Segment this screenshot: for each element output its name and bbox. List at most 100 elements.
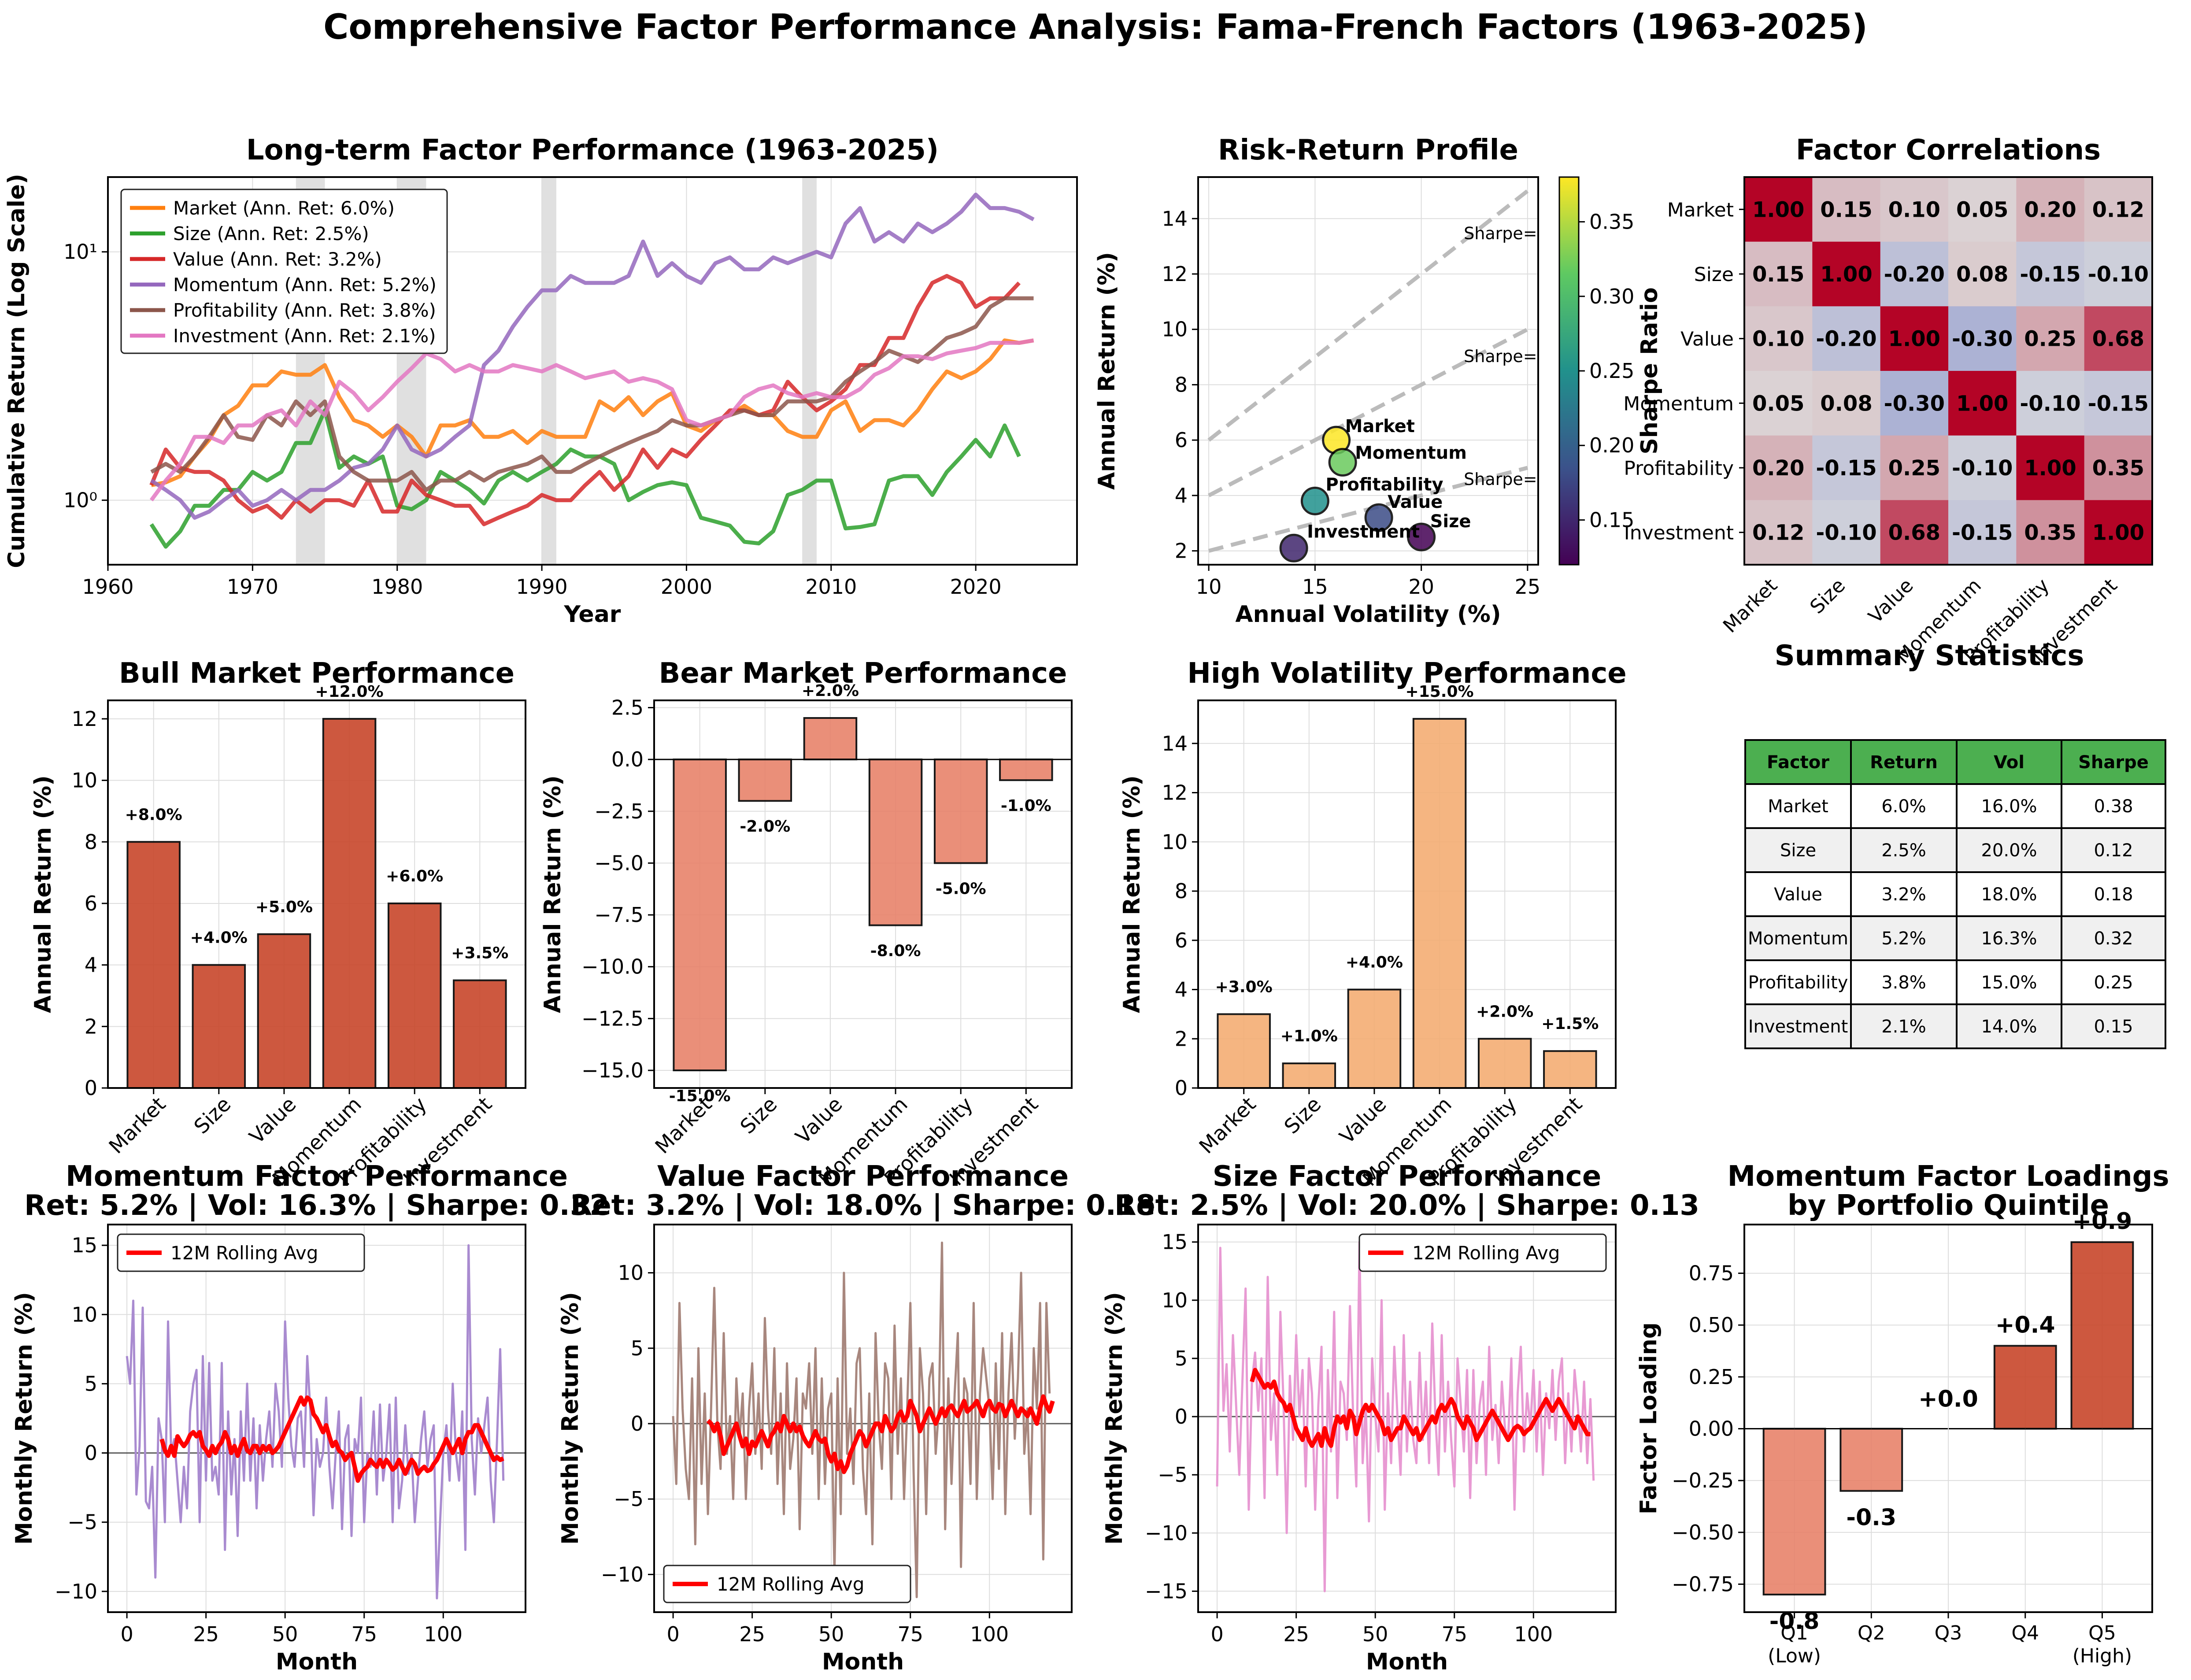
heatmap-value: 0.25 bbox=[1888, 456, 1940, 481]
y-tick-label: −0.75 bbox=[1672, 1572, 1734, 1596]
bar-value-label: +4.0% bbox=[1346, 954, 1403, 972]
y-tick-label: −10 bbox=[55, 1580, 97, 1603]
y-tick-label: 14 bbox=[1162, 207, 1188, 230]
scatter-point bbox=[1302, 488, 1328, 514]
chart-title: Bear Market Performance bbox=[659, 657, 1067, 690]
y-tick-label: 2 bbox=[1175, 1027, 1188, 1051]
bar-value-label: +1.5% bbox=[1541, 1015, 1599, 1033]
heatmap-value: 1.00 bbox=[1888, 327, 1940, 352]
bar-value-label: +3.5% bbox=[451, 944, 508, 962]
x-tick-label: 20 bbox=[1408, 575, 1434, 599]
point-label: Momentum bbox=[1355, 443, 1467, 463]
recession-band bbox=[802, 177, 817, 565]
y-tick-label: −10.0 bbox=[581, 955, 644, 979]
legend-entry: Investment (Ann. Ret: 2.1%) bbox=[173, 325, 436, 347]
y-tick-label: 4 bbox=[1175, 978, 1188, 1002]
colorbar-tick-label: 0.25 bbox=[1589, 359, 1634, 383]
chart-title: Size Factor Performance bbox=[1213, 1160, 1602, 1193]
legend-entry: Profitability (Ann. Ret: 3.8%) bbox=[173, 300, 436, 321]
bar-value-label: -0.3 bbox=[1846, 1505, 1896, 1531]
chart-title: Long-term Factor Performance (1963-2025) bbox=[246, 134, 939, 167]
table-cell-text: 2.5% bbox=[1881, 840, 1926, 861]
x-tick-label: 2010 bbox=[805, 575, 857, 599]
y-tick-label: 0.00 bbox=[1689, 1417, 1734, 1441]
table-cell-text: 0.25 bbox=[2094, 973, 2133, 993]
chart-title: Summary Statistics bbox=[1775, 640, 2084, 672]
table-cell-text: 14.0% bbox=[1981, 1017, 2037, 1037]
point-label: Value bbox=[1388, 492, 1443, 512]
bar bbox=[1000, 759, 1052, 780]
bar bbox=[804, 718, 857, 759]
row-label: Investment bbox=[1624, 522, 1734, 544]
point-label: Market bbox=[1345, 416, 1415, 437]
x-tick-label: 100 bbox=[970, 1622, 1009, 1646]
legend-entry: 12M Rolling Avg bbox=[717, 1573, 864, 1595]
heatmap-value: -0.15 bbox=[1952, 521, 2013, 545]
y-tick-label: 0.50 bbox=[1689, 1313, 1734, 1337]
colorbar-tick-label: 0.35 bbox=[1589, 210, 1634, 234]
x-tick-label: 100 bbox=[1514, 1622, 1553, 1646]
legend-entry: Value (Ann. Ret: 3.2%) bbox=[173, 248, 382, 270]
table-cell-text: 3.8% bbox=[1881, 973, 1926, 993]
bar-value-label: +4.0% bbox=[190, 929, 248, 947]
y-axis-label: Annual Return (%) bbox=[1119, 775, 1145, 1013]
x-tick-label: 0 bbox=[1210, 1622, 1223, 1646]
y-tick-label: −5.0 bbox=[594, 851, 644, 875]
bar-value-label: +5.0% bbox=[255, 898, 313, 916]
y-tick-label: −0.50 bbox=[1672, 1521, 1734, 1544]
x-tick-label: 75 bbox=[351, 1622, 377, 1646]
x-tick-label: 0 bbox=[666, 1622, 679, 1646]
y-tick-label: 15 bbox=[1162, 1230, 1188, 1254]
heatmap-value: 0.20 bbox=[1752, 456, 1804, 481]
heatmap-value: 0.15 bbox=[1820, 197, 1872, 222]
bar bbox=[1544, 1051, 1596, 1088]
y-tick-label: 12 bbox=[71, 707, 97, 731]
chart-title: Bull Market Performance bbox=[119, 657, 514, 690]
heatmap-value: 0.12 bbox=[2092, 197, 2144, 222]
x-tick-label: 15 bbox=[1302, 575, 1328, 599]
y-tick-label: 5 bbox=[85, 1372, 97, 1395]
y-tick-label: 12 bbox=[1162, 781, 1188, 805]
bar bbox=[1479, 1039, 1531, 1088]
y-tick-label: 0.25 bbox=[1689, 1365, 1734, 1389]
heatmap-value: 0.05 bbox=[1752, 391, 1804, 416]
y-tick-label: −5 bbox=[67, 1510, 97, 1534]
point-label: Profitability bbox=[1325, 474, 1443, 495]
legend-entry: 12M Rolling Avg bbox=[170, 1242, 318, 1264]
x-axis-label: Annual Volatility (%) bbox=[1235, 601, 1501, 628]
y-tick-label: 10 bbox=[1162, 830, 1188, 854]
bar-value-label: +6.0% bbox=[386, 867, 443, 885]
x-tick-label: 50 bbox=[272, 1622, 298, 1646]
chart-title: Factor Correlations bbox=[1796, 134, 2101, 167]
bar bbox=[674, 759, 726, 1070]
y-tick-label: 10 bbox=[71, 769, 97, 792]
y-axis-label: Annual Return (%) bbox=[1094, 252, 1120, 490]
table-cell-text: 6.0% bbox=[1881, 796, 1926, 817]
colorbar-tick-label: 0.30 bbox=[1589, 285, 1634, 308]
heatmap-value: -0.30 bbox=[1884, 391, 1945, 416]
x-tick-label: 1980 bbox=[371, 575, 423, 599]
row-label: Profitability bbox=[1624, 457, 1734, 480]
y-tick-label: −15 bbox=[1145, 1579, 1188, 1603]
x-tick-label: 25 bbox=[739, 1622, 765, 1646]
table-cell-text: 0.12 bbox=[2094, 840, 2133, 861]
y-tick-label: −2.5 bbox=[594, 799, 644, 823]
y-tick-label: 10¹ bbox=[63, 240, 97, 264]
bar bbox=[2072, 1242, 2133, 1429]
heatmap-value: -0.10 bbox=[2020, 391, 2080, 416]
chart-title: High Volatility Performance bbox=[1187, 657, 1626, 690]
heatmap-value: 1.00 bbox=[1752, 197, 1804, 222]
table-cell-text: 18.0% bbox=[1981, 884, 2037, 905]
y-tick-label: −0.25 bbox=[1672, 1469, 1734, 1492]
bar bbox=[454, 981, 506, 1088]
x-axis-label: Month bbox=[822, 1649, 904, 1675]
y-tick-label: −5 bbox=[1158, 1463, 1188, 1487]
bar-value-label: -1.0% bbox=[1001, 797, 1051, 815]
bar-value-label: +8.0% bbox=[125, 806, 182, 824]
y-tick-label: 5 bbox=[1175, 1347, 1188, 1370]
bar bbox=[1218, 1014, 1270, 1088]
y-axis-label: Cumulative Return (Log Scale) bbox=[4, 174, 30, 568]
figure-suptitle: Comprehensive Factor Performance Analysi… bbox=[323, 7, 1868, 47]
bar bbox=[739, 759, 792, 801]
colorbar bbox=[1559, 177, 1579, 565]
